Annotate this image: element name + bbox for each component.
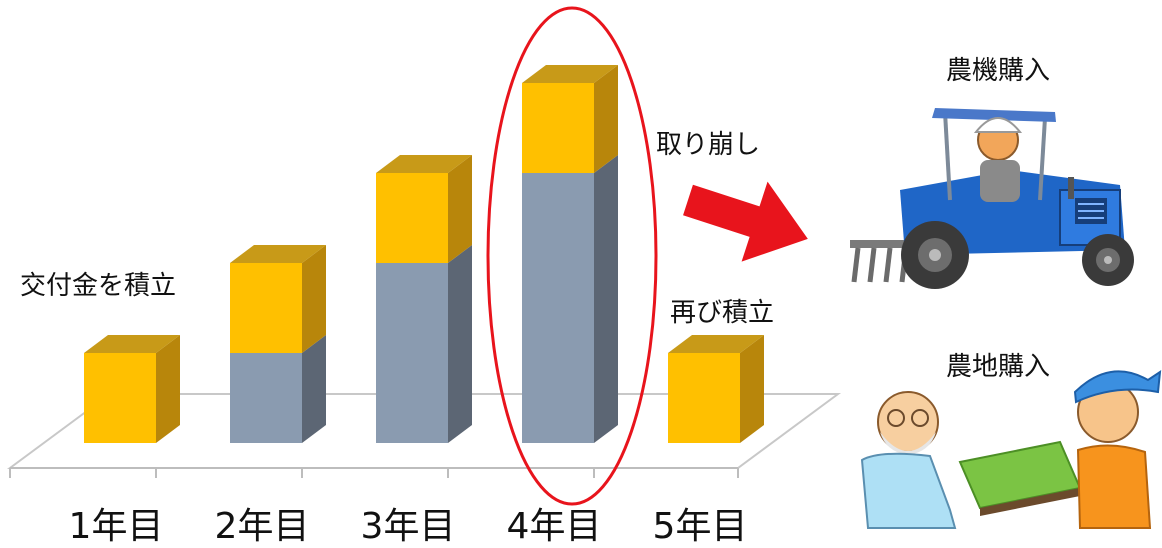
bar-2-new-front — [230, 263, 302, 353]
x-axis-ticks — [9, 468, 739, 478]
bar-5-new-side — [740, 335, 764, 443]
bar-2-new-top — [230, 245, 326, 263]
bar-1-new-top — [84, 335, 180, 353]
tractor-icon — [850, 108, 1134, 289]
bar-4-accumulated-side — [594, 155, 618, 443]
label-buy-machine: 農機購入 — [946, 56, 1051, 86]
bar-1-new-front — [84, 353, 156, 443]
label-reaccumulate: 再び積立 — [670, 298, 775, 328]
bar-3-new-top — [376, 155, 472, 173]
bar-2 — [230, 245, 326, 443]
label-accumulate: 交付金を積立 — [20, 271, 177, 301]
bar-4-new-top — [522, 65, 618, 83]
bars — [84, 65, 764, 443]
bar-2-accumulated-side — [302, 335, 326, 443]
x-tick-label-2: 2年目 — [215, 506, 310, 547]
bar-3 — [376, 155, 472, 443]
bar-3-accumulated-side — [448, 245, 472, 443]
bar-3-new-front — [376, 173, 448, 263]
x-tick-label-5: 5年目 — [653, 506, 748, 547]
arrow-right-icon — [683, 181, 808, 262]
bar-4-accumulated-front — [522, 173, 594, 443]
bar-2-new-side — [302, 245, 326, 353]
land-transfer-icon — [860, 369, 1162, 529]
x-tick-label-3: 3年目 — [361, 506, 456, 547]
bar-2-accumulated-front — [230, 353, 302, 443]
bar-4-new-front — [522, 83, 594, 173]
bar-5 — [668, 335, 764, 443]
x-tick-label-4: 4年目 — [507, 506, 602, 547]
bar-4-new-side — [594, 65, 618, 173]
highlight-ellipse — [486, 6, 658, 506]
bar-5-new-front — [668, 353, 740, 443]
x-tick-label-1: 1年目 — [69, 506, 164, 547]
bar-3-new-side — [448, 155, 472, 263]
bar-1-new-side — [156, 335, 180, 443]
label-buy-land: 農地購入 — [946, 352, 1051, 382]
label-withdraw: 取り崩し — [656, 130, 761, 160]
bar-4 — [522, 65, 618, 443]
bar-1 — [84, 335, 180, 443]
bar-5-new-top — [668, 335, 764, 353]
bar-3-accumulated-front — [376, 263, 448, 443]
x-axis-labels: 1年目 2年目 3年目 4年目 5年目 — [69, 506, 748, 547]
